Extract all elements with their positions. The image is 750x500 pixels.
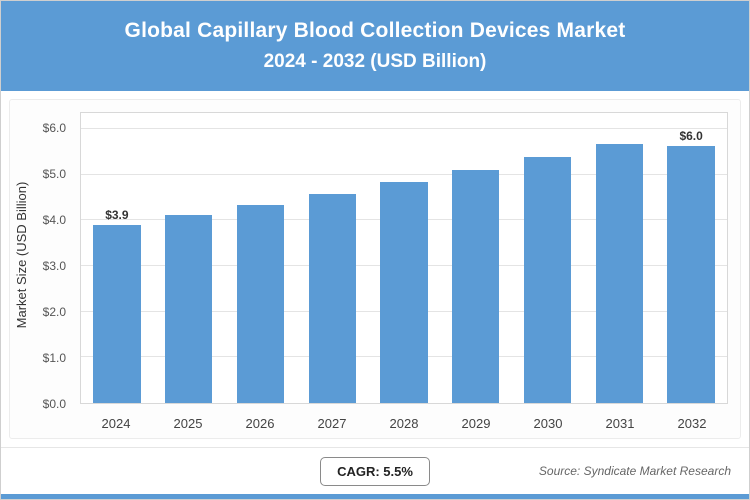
y-tick-label: $6.0 [42,121,66,135]
bar-column: $6.0 [655,129,727,403]
y-axis-ticks: $0.0 $1.0 $2.0 $3.0 $4.0 $5.0 $6.0 [16,121,74,411]
gridline [81,128,727,129]
bar [667,146,715,403]
x-tick-label: 2024 [101,416,131,431]
x-tick-label: 2026 [245,416,275,431]
x-tick-label: 2030 [533,416,563,431]
chart-area: Market Size (USD Billion) $0.0 $1.0 $2.0 $3… [10,100,740,438]
bar-value-label: $6.0 [679,129,703,143]
y-tick-label: $4.0 [42,213,66,227]
bar [595,144,644,403]
y-tick-label: $1.0 [42,351,66,365]
bar-column [153,129,225,403]
y-tick-label: $5.0 [42,167,66,181]
plot-area: $3.9 $6.0 [80,112,728,404]
chart-header: Global Capillary Blood Collection Device… [1,1,749,91]
bar-column [440,129,512,403]
plot-inner: $3.9 $6.0 [81,128,727,403]
bar-column [368,129,440,403]
bar-value-label: $3.9 [105,207,129,222]
bar-column [225,129,297,403]
bar [380,182,428,403]
bar [164,215,213,403]
x-tick-label: 2027 [317,416,347,431]
bar-column: $3.9 [81,129,153,403]
x-tick-label: 2028 [389,416,419,431]
source-text: Source: Syndicate Market Research [538,464,731,478]
x-tick-label: 2032 [677,416,707,431]
x-axis-labels: 2024 2025 2026 2027 2028 2029 2030 2031 2032 [80,410,728,432]
x-tick-label: 2029 [461,416,491,431]
chart-title-line2: 2024 - 2032 (USD Billion) [263,51,487,72]
chart-footer: CAGR: 5.5% Source: Syndicate Market Rese… [1,447,749,494]
bar-column [583,129,655,403]
bars: $3.9 $6.0 [81,129,727,403]
y-tick-label: $0.0 [42,397,66,411]
bar [308,193,356,403]
bottom-accent-strip [1,494,749,499]
y-tick-label: $3.0 [42,259,66,273]
x-tick-label: 2025 [173,416,203,431]
bar [236,204,285,403]
gridline [81,173,727,175]
bar [93,224,141,403]
chart: Market Size (USD Billion) $0.0 $1.0 $2.0 $3… [9,99,741,439]
x-tick-label: 2031 [605,416,635,431]
bar [523,157,572,403]
bar-column [512,129,584,403]
cagr-badge: CAGR: 5.5% [320,456,430,486]
chart-title-line1: Global Capillary Blood Collection Device… [124,19,626,42]
y-tick-label: $2.0 [42,305,66,319]
bar-column [296,129,368,403]
bar [452,170,500,403]
